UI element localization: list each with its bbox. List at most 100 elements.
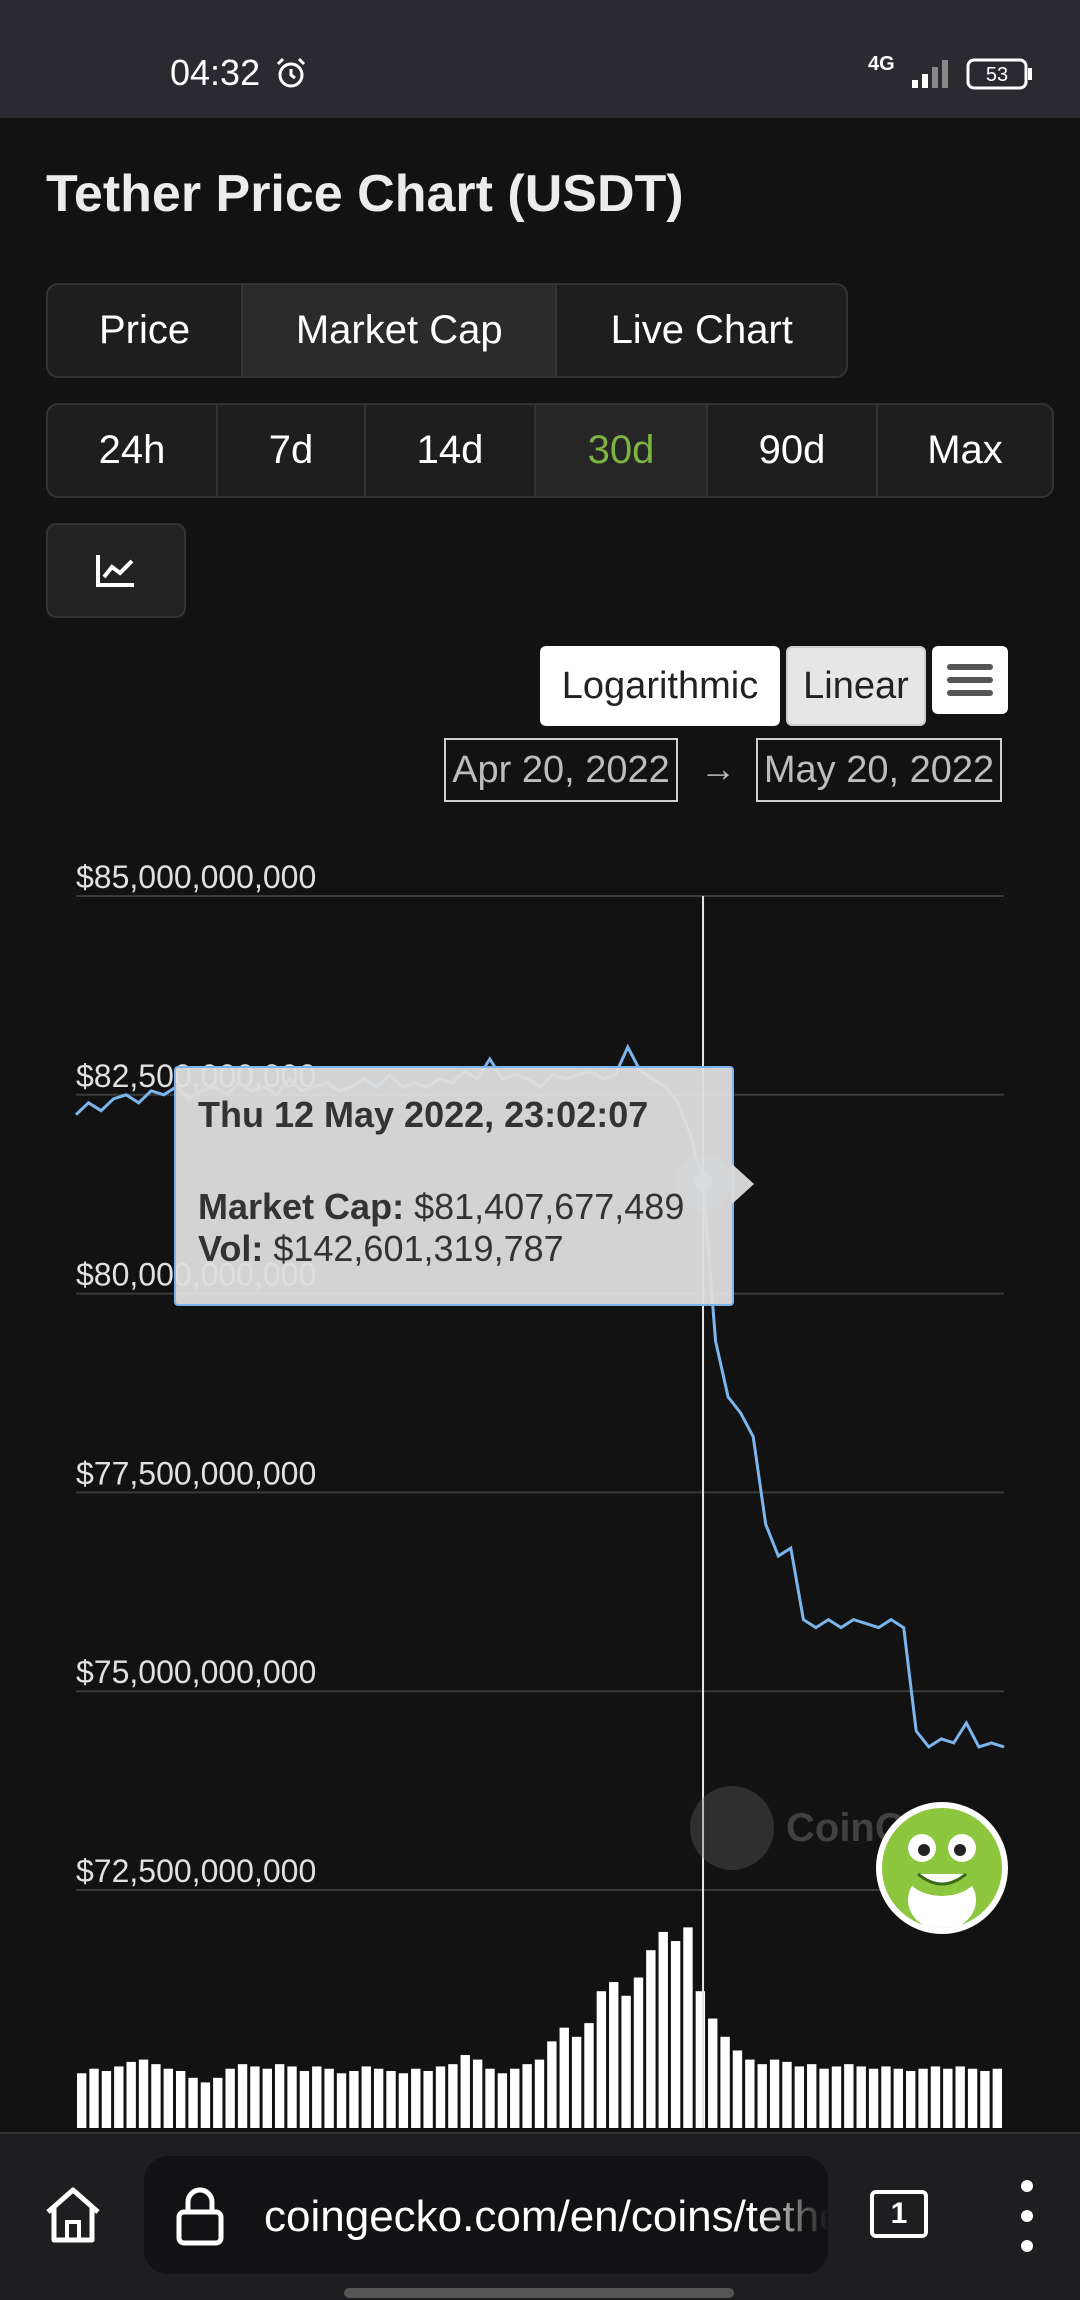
y-tick-label: $77,500,000,000 [76,1455,316,1491]
tooltip-pointer [732,1164,754,1204]
volume-bar [324,2069,333,2128]
volume-bar [621,1996,630,2128]
volume-bar [597,1991,606,2128]
volume-bar [275,2064,284,2128]
volume-bar [560,2028,569,2128]
lock-icon [174,2186,226,2246]
volume-bar [250,2066,259,2128]
volume-bar [733,2050,742,2128]
volume-bar [126,2062,135,2128]
volume-bar [188,2078,197,2128]
volume-bar [683,1927,692,2128]
y-tick-label: $72,500,000,000 [76,1853,316,1889]
tooltip-date: Thu 12 May 2022, 23:02:07 [198,1094,710,1136]
volume-bar [795,2066,804,2128]
volume-bar [535,2060,544,2128]
volume-bar [399,2073,408,2128]
volume-bar [547,2041,556,2128]
tooltip-market-cap: Market Cap: $81,407,677,489 [198,1186,710,1228]
volume-bar [918,2069,927,2128]
address-bar[interactable]: coingecko.com/en/coins/tether [144,2156,828,2274]
volume-bar [956,2066,965,2128]
volume-bar [225,2069,234,2128]
volume-bar [720,2037,729,2128]
gesture-home-indicator [344,2288,734,2298]
volume-bar [980,2071,989,2128]
volume-bar [238,2064,247,2128]
volume-bar [77,2073,86,2128]
volume-bar [213,2078,222,2128]
volume-bar [857,2066,866,2128]
volume-bar [819,2069,828,2128]
volume-bar [386,2071,395,2128]
volume-bar [374,2069,383,2128]
more-vert-icon[interactable] [1010,2174,1044,2258]
y-tick-label: $75,000,000,000 [76,1654,316,1690]
volume-bar [114,2066,123,2128]
volume-bar [485,2069,494,2128]
volume-bar [151,2064,160,2128]
volume-bar [844,2064,853,2128]
tooltip-market-cap-label: Market Cap: [198,1186,404,1227]
volume-bar [968,2069,977,2128]
volume-bar [869,2069,878,2128]
gecko-mascot-icon [882,1808,1002,1928]
volume-bar [943,2069,952,2128]
volume-bar [745,2060,754,2128]
tooltip-volume: Vol: $142,601,319,787 [198,1228,710,1270]
volume-bar [263,2069,272,2128]
tooltip-vol-value: $142,601,319,787 [273,1228,563,1269]
url-text: coingecko.com/en/coins/tether [264,2192,828,2242]
volume-bar [572,2037,581,2128]
volume-bar [411,2069,420,2128]
volume-bar [906,2071,915,2128]
url-fade [758,2156,828,2274]
volume-bar [201,2082,210,2128]
volume-bar [139,2060,148,2128]
home-icon[interactable] [40,2182,106,2248]
volume-bar [423,2071,432,2128]
volume-bar [102,2071,111,2128]
volume-bar [894,2069,903,2128]
gecko-assistant-button[interactable] [876,1802,1008,1934]
volume-bar [176,2071,185,2128]
volume-bar [881,2066,890,2128]
volume-bar [362,2066,371,2128]
volume-bar [832,2066,841,2128]
volume-bar [448,2064,457,2128]
volume-bar [609,1982,618,2128]
volume-bar [782,2062,791,2128]
volume-bar [349,2071,358,2128]
volume-bar [807,2064,816,2128]
y-tick-label: $85,000,000,000 [76,859,316,895]
volume-bar [931,2066,940,2128]
tooltip-vol-label: Vol: [198,1228,263,1269]
volume-bar [473,2060,482,2128]
volume-bar [708,2019,717,2128]
tooltip-market-cap-value: $81,407,677,489 [414,1186,684,1227]
volume-bar [522,2064,531,2128]
volume-bar [312,2066,321,2128]
volume-bar [510,2069,519,2128]
volume-bar [584,2023,593,2128]
volume-bar [436,2066,445,2128]
coingecko-watermark: CoinG [690,1786,906,1870]
volume-bar [300,2071,309,2128]
chart-tooltip: Thu 12 May 2022, 23:02:07 Market Cap: $8… [174,1066,734,1306]
volume-bar [287,2066,296,2128]
volume-bar [634,1978,643,2128]
volume-bar [498,2073,507,2128]
volume-bar [993,2069,1002,2128]
volume-bar [164,2069,173,2128]
browser-toolbar: coingecko.com/en/coins/tether 1 [0,2132,1080,2300]
volume-bar [89,2069,98,2128]
volume-bar [646,1950,655,2128]
volume-bar [770,2060,779,2128]
tabs-icon[interactable]: 1 [870,2190,928,2238]
volume-bar [671,1941,680,2128]
volume-bar [337,2073,346,2128]
volume-bar [659,1932,668,2128]
volume-bar [461,2055,470,2128]
coingecko-logo-icon [690,1786,774,1870]
volume-bar [758,2064,767,2128]
